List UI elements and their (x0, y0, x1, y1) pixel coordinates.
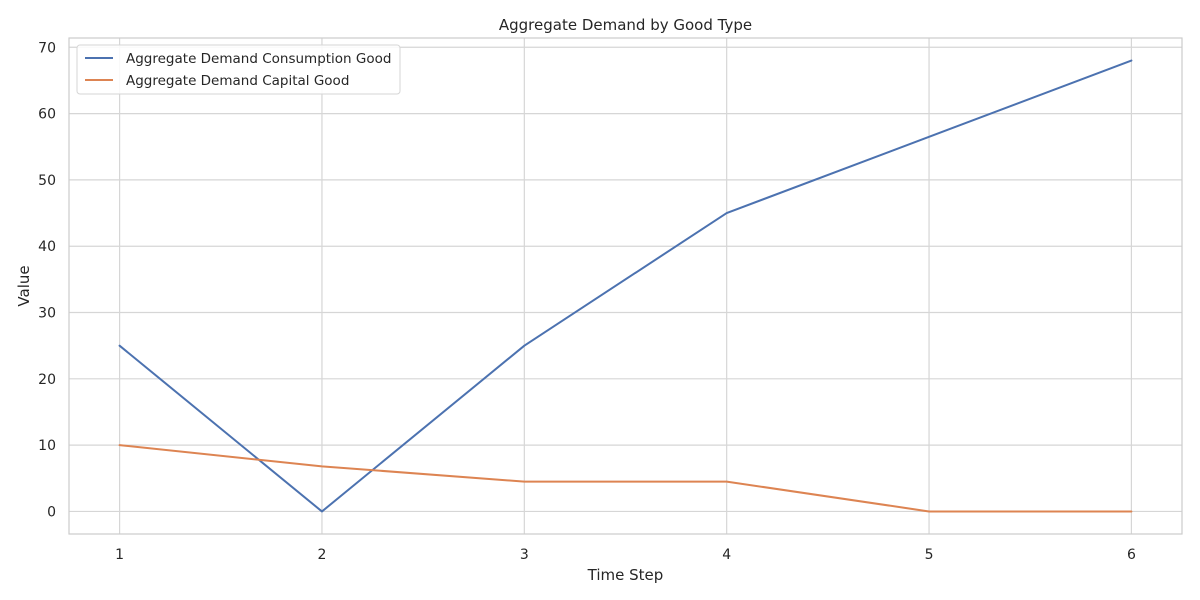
y-tick-label: 40 (38, 239, 56, 255)
chart-title: Aggregate Demand by Good Type (499, 16, 752, 34)
y-tick-label: 30 (38, 306, 56, 322)
y-tick-label: 50 (38, 173, 56, 189)
x-axis-label: Time Step (587, 566, 664, 584)
y-tick-label: 10 (38, 438, 56, 454)
y-tick-label: 20 (38, 372, 56, 388)
plot-frame (68, 37, 1183, 535)
y-axis-ticks: 0 10 20 30 40 50 60 70 (38, 40, 56, 520)
legend-box (76, 44, 401, 95)
legend-label-1: Aggregate Demand Capital Good (126, 73, 349, 89)
y-axis-label: Value (15, 265, 33, 306)
x-tick-label: 1 (115, 547, 124, 563)
x-tick-label: 4 (722, 547, 731, 563)
x-tick-label: 6 (1127, 547, 1136, 563)
x-tick-label: 2 (317, 547, 326, 563)
y-tick-label: 70 (38, 40, 56, 56)
series-line-0 (118, 59, 1133, 513)
y-tick-label: 60 (38, 107, 56, 123)
x-axis-ticks: 1 2 3 4 5 6 (115, 547, 1136, 563)
y-tick-label: 0 (47, 504, 56, 520)
series-line-1 (118, 444, 1133, 513)
x-tick-label: 3 (520, 547, 529, 563)
grid (69, 38, 1182, 534)
x-tick-label: 5 (925, 547, 934, 563)
legend: Aggregate Demand Consumption Good Aggrega… (76, 44, 401, 95)
legend-label-0: Aggregate Demand Consumption Good (126, 51, 391, 67)
series-lines (118, 59, 1133, 513)
